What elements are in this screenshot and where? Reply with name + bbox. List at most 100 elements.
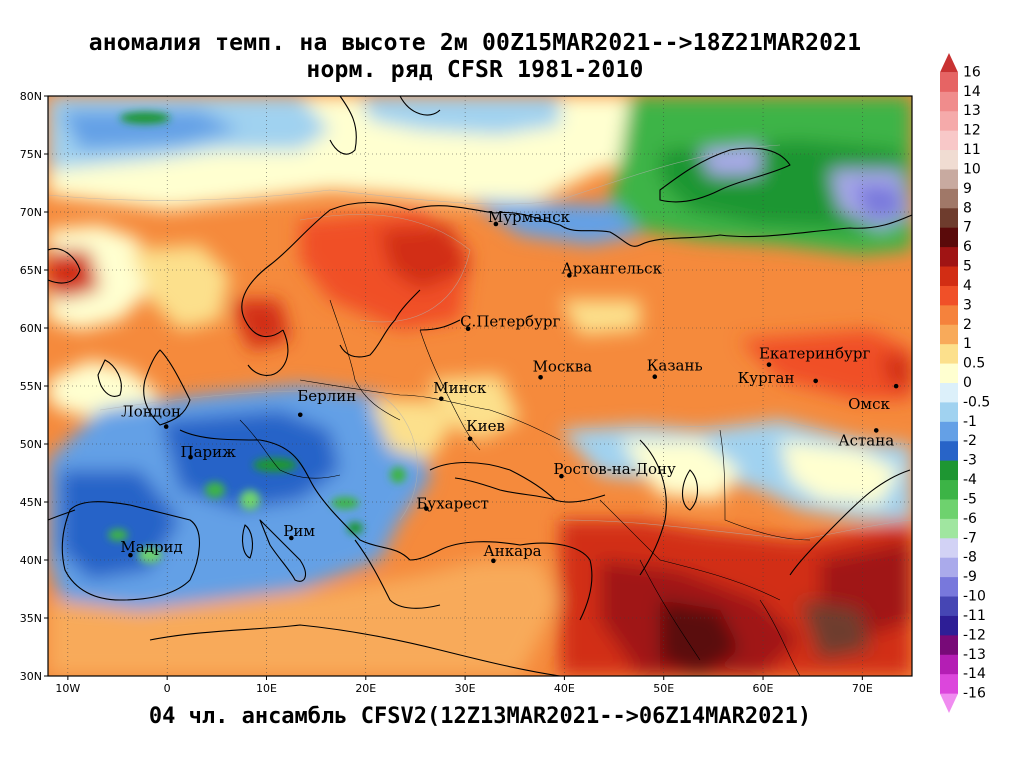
colorbar-level: -0.5 — [963, 394, 990, 410]
colorbar-cell — [940, 635, 958, 656]
city-dot — [766, 362, 772, 367]
colorbar-cell — [940, 480, 958, 500]
city-dot — [424, 506, 429, 511]
city-label: Бухарест — [416, 495, 488, 513]
city-dot — [438, 396, 444, 402]
city-dot — [289, 535, 294, 541]
lon-label: 0 — [164, 682, 171, 695]
chart-subtitle: норм. ряд CFSR 1981-2010 — [306, 57, 644, 83]
colorbar-cell — [940, 285, 958, 306]
colorbar-level: 13 — [963, 103, 981, 119]
colorbar-level: -11 — [963, 608, 986, 624]
colorbar-level: -4 — [963, 472, 977, 488]
colorbar-level: -16 — [963, 686, 986, 702]
colorbar-cell — [940, 499, 958, 520]
city-dot — [538, 375, 543, 380]
colorbar-level: -12 — [963, 627, 986, 643]
lon-label: 40E — [554, 682, 575, 695]
colorbar-cell — [940, 518, 958, 539]
lat-label: 55N — [20, 380, 42, 393]
colorbar-cell — [940, 305, 958, 326]
lon-label: 70E — [852, 682, 873, 695]
colorbar-cell — [940, 693, 958, 713]
colorbar-cell — [940, 227, 958, 248]
colorbar-level: 9 — [963, 181, 972, 197]
colorbar-cell — [940, 266, 958, 287]
colorbar-level: -13 — [963, 647, 986, 663]
lat-label: 75N — [20, 148, 42, 161]
city-markers: Мурманск Архангельск С.Петербург Москва Каза… — [120, 208, 899, 564]
lat-label: 35N — [20, 612, 42, 625]
city-dot — [567, 273, 572, 278]
colorbar-cell — [940, 441, 958, 462]
city-dot — [297, 412, 303, 418]
colorbar: 16 14 13 12 11 10 9 8 7 6 5 4 3 2 1 0.5 0 -0.5 -1 -2 -3 -4 -5 -… — [940, 53, 990, 713]
colorbar-cell — [940, 130, 958, 151]
city-dot — [465, 326, 471, 331]
colorbar-level: 2 — [963, 317, 972, 333]
colorbar-cell — [940, 169, 958, 190]
colorbar-level: 6 — [963, 239, 972, 255]
lon-label: 60E — [753, 682, 774, 695]
lat-label: 65N — [20, 264, 42, 277]
lat-label: 40N — [20, 554, 42, 567]
colorbar-level: 8 — [963, 200, 972, 216]
city-label: Мурманск — [488, 208, 571, 226]
colorbar-level: 3 — [963, 297, 972, 313]
city-label: Мадрид — [120, 538, 182, 556]
city-label: С.Петербург — [460, 313, 560, 331]
lat-label: 30N — [20, 670, 42, 683]
city-dot — [873, 428, 879, 433]
city-dot — [491, 558, 496, 564]
colorbar-level: -14 — [963, 666, 986, 682]
colorbar-level: -10 — [963, 589, 986, 605]
city-dot — [652, 374, 658, 380]
colorbar-level: 1 — [963, 336, 972, 352]
city-label: Рим — [283, 522, 315, 540]
city-dot — [493, 221, 499, 227]
city-label: Берлин — [297, 387, 356, 405]
lat-label: 45N — [20, 496, 42, 509]
colorbar-cell — [940, 577, 958, 598]
colorbar-level: -7 — [963, 530, 977, 546]
colorbar-cell — [940, 596, 958, 617]
ensemble-footer: 04 чл. ансамбль CFSV2(12Z13MAR2021-->06Z… — [148, 704, 812, 729]
colorbar-cell — [940, 91, 958, 112]
city-dot — [467, 436, 473, 442]
colorbar-cell — [940, 72, 958, 93]
lat-label: 60N — [20, 322, 42, 335]
colorbar-cell — [940, 402, 958, 423]
colorbar-level: 0.5 — [963, 356, 985, 372]
colorbar-cell — [940, 111, 958, 132]
colorbar-cell — [940, 557, 958, 578]
colorbar-cell — [940, 538, 958, 559]
lon-label: 50E — [653, 682, 674, 695]
country-borders — [239, 299, 811, 677]
colorbar-cell — [940, 363, 958, 384]
city-label: Москва — [533, 357, 593, 375]
chart-title: аномалия темп. на высоте 2м 00Z15MAR2021… — [88, 30, 862, 56]
colorbar-level: 5 — [963, 259, 972, 275]
city-label: Киев — [466, 417, 505, 435]
colorbar-level: -9 — [963, 569, 977, 585]
city-label: Архангельск — [561, 259, 662, 277]
colorbar-level: -1 — [963, 414, 977, 430]
colorbar-cell — [940, 460, 958, 481]
colorbar-level: -2 — [963, 433, 977, 449]
colorbar-cell — [940, 654, 958, 675]
colorbar-level: 4 — [963, 278, 972, 294]
colorbar-cell — [940, 188, 958, 209]
lon-label: 10E — [256, 682, 277, 695]
colorbar-level: 7 — [963, 220, 972, 236]
colorbar-level: 16 — [963, 64, 981, 80]
lon-label: 20E — [355, 682, 376, 695]
city-label: Анкара — [483, 542, 541, 560]
colorbar-level: 10 — [963, 161, 981, 177]
city-dot — [128, 552, 133, 558]
longitude-axis: 10W 0 10E 20E 30E 40E 50E 60E 70E — [55, 676, 873, 695]
latitude-axis: 80N 75N 70N 65N 60N 55N 50N 45N 40N 35N 30N — [20, 90, 48, 683]
colorbar-level: 14 — [963, 84, 981, 100]
colorbar-cell — [940, 421, 958, 442]
colorbar-cell — [940, 150, 958, 170]
